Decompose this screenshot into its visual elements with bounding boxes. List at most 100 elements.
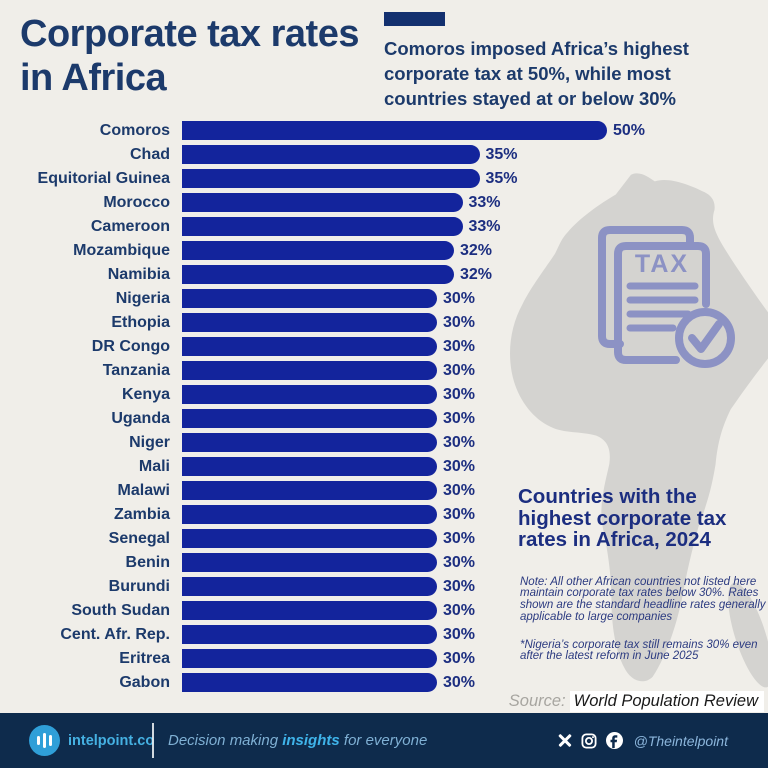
chart-row: Namibia 32% — [0, 265, 645, 284]
chart-row: Niger 30% — [0, 433, 645, 452]
bar — [182, 241, 454, 260]
value-label: 30% — [443, 529, 476, 547]
subtitle-text: Comoros imposed Africa’s highest corpora… — [384, 38, 689, 109]
value-label: 30% — [443, 505, 476, 523]
logo-bar-2 — [42, 733, 47, 748]
back-document-outline — [598, 226, 694, 348]
bar — [182, 481, 437, 500]
tagline-pre: Decision making — [168, 732, 283, 749]
chart-row: Nigeria 30% — [0, 289, 645, 308]
country-label: Chad — [130, 145, 170, 163]
check-circle — [675, 308, 735, 368]
country-label: Cent. Afr. Rep. — [60, 625, 170, 643]
country-label: Benin — [125, 553, 170, 571]
tax-document-icon: TAX — [598, 226, 735, 368]
chart-row: Cameroon 33% — [0, 217, 645, 236]
value-label: 30% — [443, 601, 476, 619]
footer-tagline: Decision making insights for everyone — [168, 713, 427, 768]
accent-bar — [384, 12, 445, 26]
value-label: 30% — [443, 577, 476, 595]
chart-row: South Sudan 30% — [0, 601, 645, 620]
value-label: 30% — [443, 481, 476, 499]
x-icon — [557, 733, 572, 748]
value-label: 30% — [443, 385, 476, 403]
logo-bar-1 — [36, 736, 41, 745]
instagram-icon — [581, 732, 597, 748]
bar — [182, 265, 454, 284]
chart-row: Benin 30% — [0, 553, 645, 572]
bar — [182, 145, 480, 164]
tagline-bold: insights — [282, 732, 340, 749]
chart-row: Gabon 30% — [0, 673, 645, 692]
bar — [182, 433, 437, 452]
value-label: 50% — [613, 121, 646, 139]
bar — [182, 553, 437, 572]
check-mark — [688, 320, 723, 353]
chart-row: Ethopia 30% — [0, 313, 645, 332]
social-links: @Theintelpoint — [557, 713, 728, 768]
facebook-icon — [605, 732, 623, 749]
chart-row: Mozambique 32% — [0, 241, 645, 260]
value-label: 30% — [443, 673, 476, 691]
country-label: Ethopia — [111, 313, 170, 331]
bar — [182, 625, 437, 644]
country-label: Equitorial Guinea — [37, 169, 170, 187]
value-label: 30% — [443, 361, 476, 379]
bar — [182, 289, 437, 308]
country-label: Kenya — [121, 385, 170, 403]
tagline-post: for everyone — [339, 732, 428, 749]
footer: intelpoint.co Decision making insights f… — [0, 713, 768, 768]
country-label: Nigeria — [115, 289, 170, 307]
tax-icon-label: TAX — [635, 250, 689, 278]
brand-name: intelpoint.co — [68, 732, 155, 749]
chart-row: Mali 30% — [0, 457, 645, 476]
bar — [182, 505, 437, 524]
value-label: 30% — [443, 649, 476, 667]
bar — [182, 385, 437, 404]
country-label: Senegal — [108, 529, 170, 547]
country-label: Namibia — [107, 265, 170, 283]
value-label: 30% — [443, 625, 476, 643]
source-label: Source: — [508, 692, 566, 710]
chart-row: Uganda 30% — [0, 409, 645, 428]
value-label: 35% — [485, 169, 518, 187]
front-document-outline — [614, 242, 710, 364]
chart-row: Burundi 30% — [0, 577, 645, 596]
value-label: 30% — [443, 289, 476, 307]
country-label: South Sudan — [71, 601, 170, 619]
social-handle: @Theintelpoint — [633, 732, 728, 749]
chart-row: DR Congo 30% — [0, 337, 645, 356]
value-label: 33% — [468, 217, 501, 235]
value-label: 35% — [485, 145, 518, 163]
bar — [182, 529, 437, 548]
value-label: 30% — [443, 337, 476, 355]
value-label: 30% — [443, 313, 476, 331]
country-label: Mozambique — [73, 241, 170, 259]
intelpoint-logo bar-chart-logo-icon — [29, 725, 60, 756]
nigeria-footnote: *Nigeria’s corporate tax still remains 3… — [520, 638, 758, 663]
country-label: Eritrea — [119, 649, 170, 667]
country-label: Burundi — [108, 577, 170, 595]
bar — [182, 409, 437, 428]
value-label: 30% — [443, 433, 476, 451]
bar-chart: Comoros 50% Chad 35% Equitorial Guinea 35% Mor… — [0, 121, 645, 692]
country-label: Cameroon — [90, 217, 170, 235]
caption-block: Countries with the highest corporate tax… — [518, 486, 768, 663]
bar — [182, 649, 437, 668]
country-label: Uganda — [111, 409, 170, 427]
value-label: 30% — [443, 457, 476, 475]
bar — [182, 601, 437, 620]
bar — [182, 673, 437, 692]
chart-row: Chad 35% — [0, 145, 645, 164]
country-label: Gabon — [119, 673, 170, 691]
bar — [182, 217, 463, 236]
source-value: World Population Review — [569, 691, 764, 712]
value-label: 30% — [443, 553, 476, 571]
chart-row: Senegal 30% — [0, 529, 645, 548]
country-label: Morocco — [103, 193, 170, 211]
country-label: Niger — [129, 433, 170, 451]
value-label: 32% — [460, 241, 493, 259]
bar — [182, 361, 437, 380]
footer-divider — [152, 723, 154, 758]
chart-row: Tanzania 30% — [0, 361, 645, 380]
